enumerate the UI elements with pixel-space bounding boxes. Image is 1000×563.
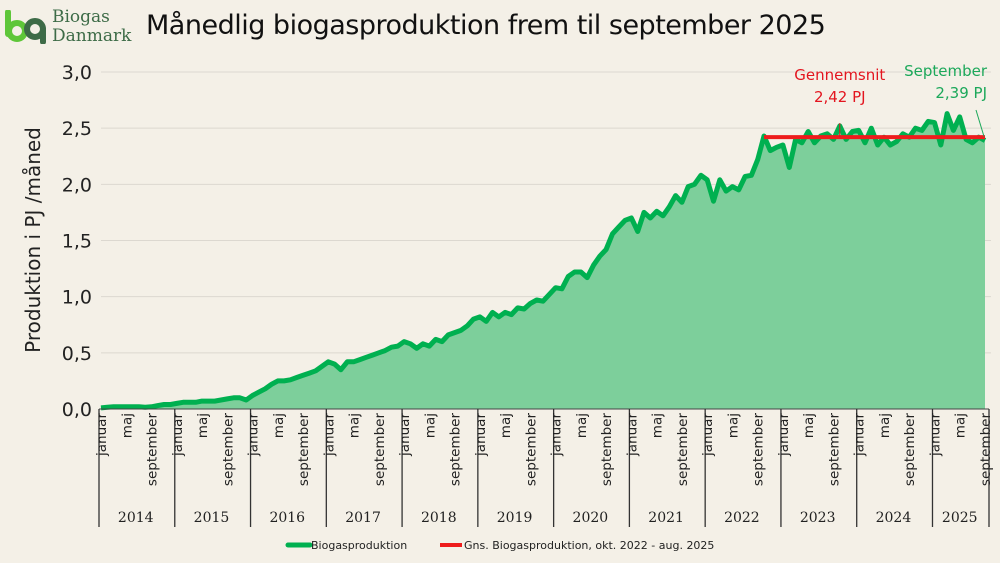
y-tick-label: 0,0 xyxy=(62,399,92,421)
x-tick-label: maj xyxy=(422,413,438,438)
legend-label-average: Gns. Biogasproduktion, okt. 2022 - aug. … xyxy=(464,539,714,552)
x-tick-label: september xyxy=(523,413,539,487)
x-tick-label: maj xyxy=(498,413,514,438)
x-tick-label: januar xyxy=(776,413,792,457)
x-tick-label: maj xyxy=(347,413,363,438)
x-tick-label: januar xyxy=(397,413,413,457)
annotation-september-line2: 2,39 PJ xyxy=(935,84,987,102)
x-tick-label: september xyxy=(978,413,994,487)
year-label: 2022 xyxy=(724,510,760,526)
x-tick-label: januar xyxy=(246,413,262,457)
area-fill xyxy=(101,113,985,409)
y-tick-label: 2,5 xyxy=(62,118,92,140)
annotation-average-line1: Gennemsnit xyxy=(794,66,885,84)
x-tick-label: maj xyxy=(877,413,893,438)
x-tick-label: maj xyxy=(195,413,211,438)
x-tick-label: januar xyxy=(624,413,640,457)
x-tick-label: september xyxy=(448,413,464,487)
year-label: 2025 xyxy=(942,510,978,526)
x-tick-label: januar xyxy=(321,413,337,457)
x-tick-label: september xyxy=(372,413,388,487)
annotation-pointer xyxy=(975,109,985,137)
chart-title: Månedlig biogasproduktion frem til septe… xyxy=(146,10,826,41)
x-tick-label: januar xyxy=(473,413,489,457)
year-label: 2020 xyxy=(573,510,609,526)
biogas-danmark-logo: Biogas Danmark xyxy=(4,8,131,46)
x-tick-label: maj xyxy=(574,413,590,438)
year-label: 2023 xyxy=(800,510,836,526)
x-tick-label: maj xyxy=(725,413,741,438)
x-tick-label: januar xyxy=(700,413,716,457)
year-label: 2021 xyxy=(648,510,684,526)
logo-line1: Biogas xyxy=(52,7,110,27)
y-tick-label: 0,5 xyxy=(62,343,92,365)
x-tick-label: maj xyxy=(650,413,666,438)
x-tick-label: januar xyxy=(94,413,110,457)
y-tick-label: 3,0 xyxy=(62,62,92,84)
x-tick-label: september xyxy=(675,413,691,487)
x-tick-label: maj xyxy=(271,413,287,438)
x-tick-label: september xyxy=(751,413,767,487)
legend-label-biogasproduktion: Biogasproduktion xyxy=(311,539,407,552)
y-axis-label: Produktion i PJ /måned xyxy=(21,127,45,353)
y-tick-label: 1,5 xyxy=(62,231,92,253)
logo-text: Biogas Danmark xyxy=(52,8,131,46)
x-tick-label: januar xyxy=(852,413,868,457)
annotation-september-line1: September xyxy=(904,62,988,80)
logo-line2: Danmark xyxy=(52,26,132,46)
x-tick-label: september xyxy=(220,413,236,487)
x-tick-label: maj xyxy=(801,413,817,438)
year-label: 2024 xyxy=(876,510,912,526)
x-tick-label: januar xyxy=(170,413,186,457)
x-tick-label: januar xyxy=(927,413,943,457)
year-label: 2018 xyxy=(421,510,457,526)
x-tick-label: september xyxy=(826,413,842,487)
x-tick-label: september xyxy=(599,413,615,487)
y-tick-label: 1,0 xyxy=(62,287,92,309)
year-label: 2016 xyxy=(269,510,305,526)
annotation-average-line2: 2,42 PJ xyxy=(814,88,866,106)
year-label: 2014 xyxy=(118,510,154,526)
x-tick-label: september xyxy=(902,413,918,487)
bq-logo-icon xyxy=(5,10,46,44)
x-tick-label: september xyxy=(296,413,312,487)
y-tick-label: 2,0 xyxy=(62,174,92,196)
x-tick-label: januar xyxy=(549,413,565,457)
x-tick-label: maj xyxy=(953,413,969,438)
year-label: 2017 xyxy=(345,510,381,526)
x-tick-label: september xyxy=(145,413,161,487)
year-label: 2019 xyxy=(497,510,533,526)
x-tick-label: maj xyxy=(119,413,135,438)
year-label: 2015 xyxy=(194,510,230,526)
